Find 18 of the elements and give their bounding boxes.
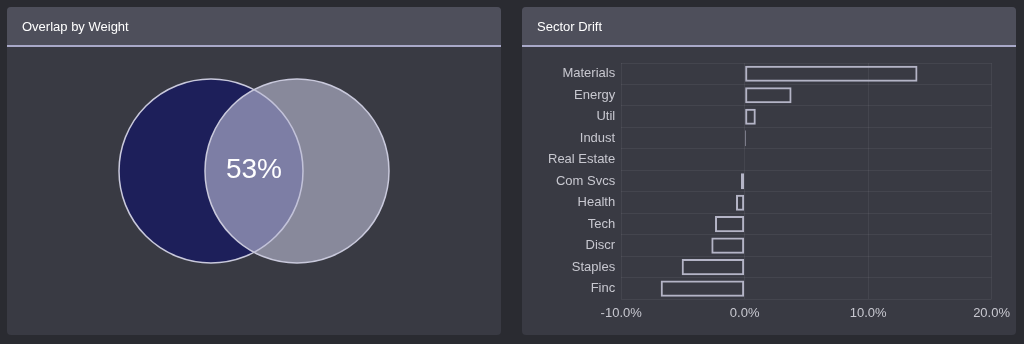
y-tick-label: Energy xyxy=(574,86,616,102)
text: Overlap by Weight xyxy=(7,7,501,47)
x-tick-label: 10.0% xyxy=(849,304,887,320)
y-tick-label: Real Estate xyxy=(548,151,616,167)
y-tick-label: Health xyxy=(577,194,616,210)
y-tick-label: Discr xyxy=(585,237,616,253)
chart-title: Sector Drift xyxy=(522,7,1016,47)
x-tick-label: 20.0% xyxy=(973,304,1011,320)
y-tick-label: Indust xyxy=(579,129,616,145)
y-tick-label: Tech xyxy=(587,215,616,231)
y-tick-label: Com Svcs xyxy=(555,172,616,188)
text: 53% xyxy=(224,153,283,185)
y-tick-label: Finc xyxy=(590,280,616,296)
x-tick-label: -10.0% xyxy=(600,304,643,320)
y-tick-label: Staples xyxy=(571,258,616,274)
y-tick-label: Materials xyxy=(562,65,616,81)
y-tick-label: Util xyxy=(596,108,616,124)
x-tick-label: 0.0% xyxy=(729,304,760,320)
